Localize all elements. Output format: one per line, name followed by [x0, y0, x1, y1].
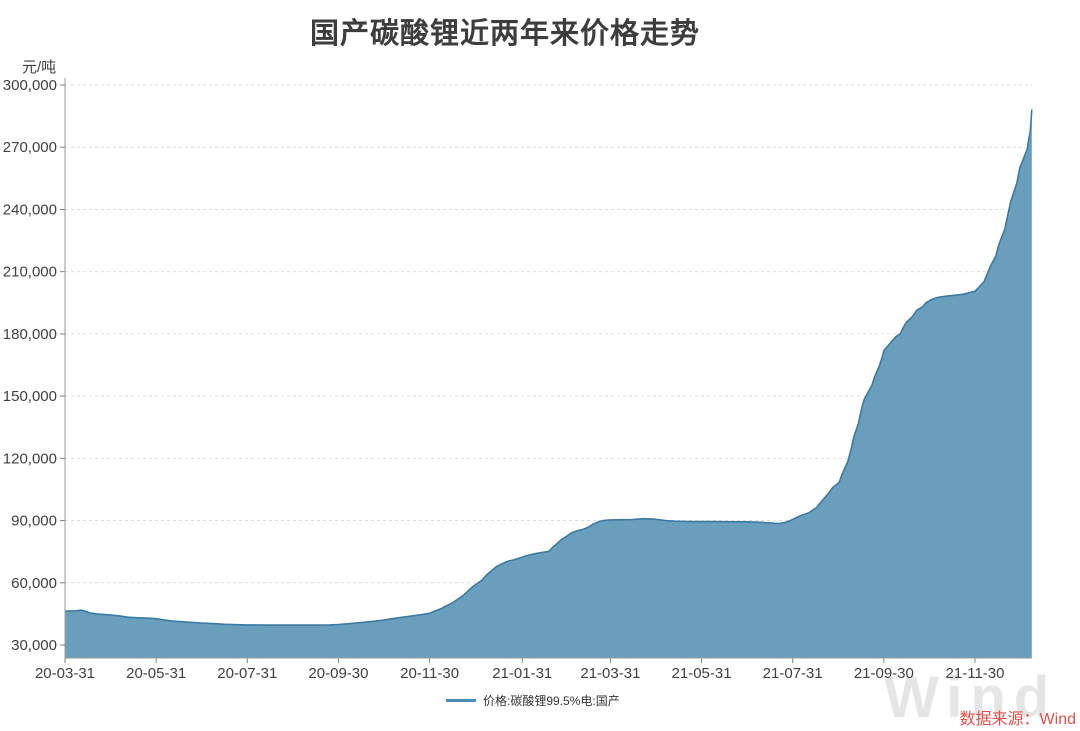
legend-label: 价格:碳酸锂99.5%电:国产: [483, 694, 620, 708]
x-tick-label: 21-09-30: [854, 665, 914, 682]
y-tick-label: 60,000: [11, 575, 57, 592]
y-axis-unit-label: 元/吨: [22, 59, 57, 76]
legend-line-swatch: [446, 699, 476, 702]
x-tick-label: 21-07-31: [763, 665, 823, 682]
x-tick-label: 21-11-30: [946, 665, 1005, 682]
y-tick-label: 300,000: [3, 77, 57, 94]
x-tick-label: 20-07-31: [217, 665, 277, 682]
data-source-label: 数据来源：Wind: [959, 711, 1076, 728]
y-tick-label: 180,000: [3, 326, 57, 343]
x-tick-label: 21-01-31: [492, 665, 552, 682]
x-tick-label: 20-05-31: [126, 665, 186, 682]
y-tick-label: 90,000: [11, 513, 57, 530]
chart-legend: 价格:碳酸锂99.5%电:国产: [446, 692, 620, 709]
x-tick-label: 21-05-31: [672, 665, 732, 682]
price-line: [64, 109, 1033, 626]
x-tick-label: 20-11-30: [400, 665, 459, 682]
y-tick-label: 210,000: [3, 264, 57, 281]
wind-watermark: Wind: [884, 665, 1058, 730]
y-tick-label: 240,000: [3, 201, 57, 218]
x-tick-label: 21-03-31: [580, 665, 640, 682]
y-tick-label: 30,000: [11, 637, 57, 654]
price-area-fill: [65, 109, 1032, 658]
y-tick-label: 270,000: [3, 139, 57, 156]
x-tick-label: 20-09-30: [308, 665, 368, 682]
y-tick-label: 120,000: [3, 450, 57, 467]
chart-title: 国产碳酸锂近两年来价格走势: [309, 18, 700, 50]
y-tick-label: 150,000: [3, 388, 57, 405]
x-tick-label: 20-03-31: [35, 665, 95, 682]
